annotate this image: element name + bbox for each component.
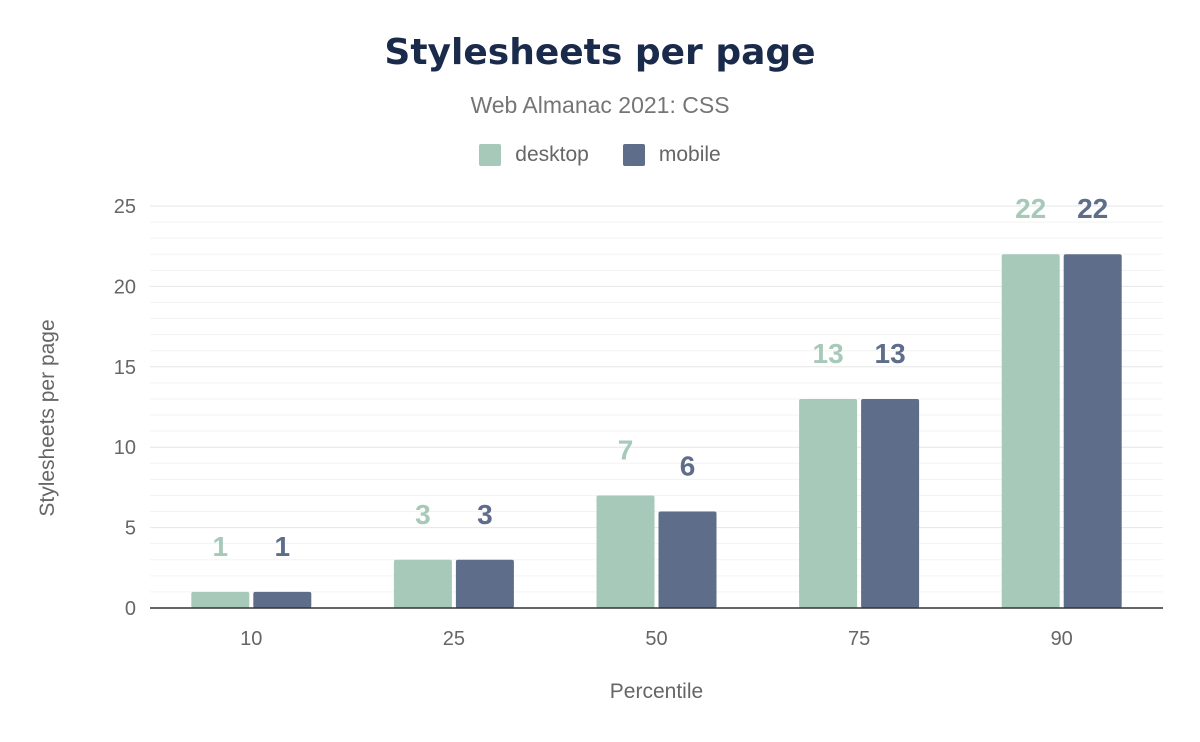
data-label-desktop: 7 [618, 434, 634, 465]
x-tick-label: 25 [443, 628, 465, 650]
data-label-mobile: 6 [680, 451, 696, 482]
legend-swatch-mobile [622, 144, 645, 166]
bar-desktop [191, 591, 250, 608]
bar-desktop [393, 559, 452, 608]
y-tick-label: 25 [114, 196, 136, 218]
bar-mobile [1063, 254, 1122, 609]
chart-subtitle: Web Almanac 2021: CSS [470, 92, 730, 118]
data-label-mobile: 3 [477, 499, 493, 530]
bar-mobile [253, 591, 312, 608]
y-tick-label: 5 [125, 518, 136, 540]
x-tick-label: 90 [1051, 628, 1073, 650]
bar-desktop [799, 398, 858, 608]
bar-mobile [658, 511, 717, 608]
legend-item-mobile[interactable]: mobile [622, 143, 721, 167]
data-label-mobile: 1 [275, 531, 291, 562]
bar-desktop [596, 495, 655, 608]
legend-label-desktop: desktop [515, 143, 589, 166]
x-axis-title: Percentile [610, 680, 703, 703]
data-label-desktop: 13 [813, 338, 844, 369]
y-tick-label: 20 [114, 276, 136, 298]
legend-swatch-desktop [479, 144, 502, 166]
x-tick-label: 10 [240, 628, 262, 650]
data-label-mobile: 13 [875, 338, 906, 369]
y-tick-label: 0 [125, 598, 136, 620]
data-label-desktop: 3 [415, 499, 431, 530]
data-label-desktop: 1 [213, 531, 229, 562]
x-tick-label: 50 [645, 628, 667, 650]
bar-mobile [861, 398, 920, 608]
y-tick-label: 15 [114, 357, 136, 379]
y-axis-title: Stylesheets per page [36, 319, 59, 516]
x-tick-label: 75 [848, 628, 870, 650]
data-label-desktop: 22 [1015, 193, 1046, 224]
bar-mobile [455, 559, 514, 608]
y-tick-label: 10 [114, 437, 136, 459]
legend-label-mobile: mobile [658, 143, 721, 166]
legend: desktop mobile [0, 143, 1200, 167]
legend-item-desktop[interactable]: desktop [479, 143, 589, 167]
bar-desktop [1001, 254, 1060, 609]
data-label-mobile: 22 [1077, 193, 1108, 224]
chart-title: Stylesheets per page [384, 32, 816, 73]
